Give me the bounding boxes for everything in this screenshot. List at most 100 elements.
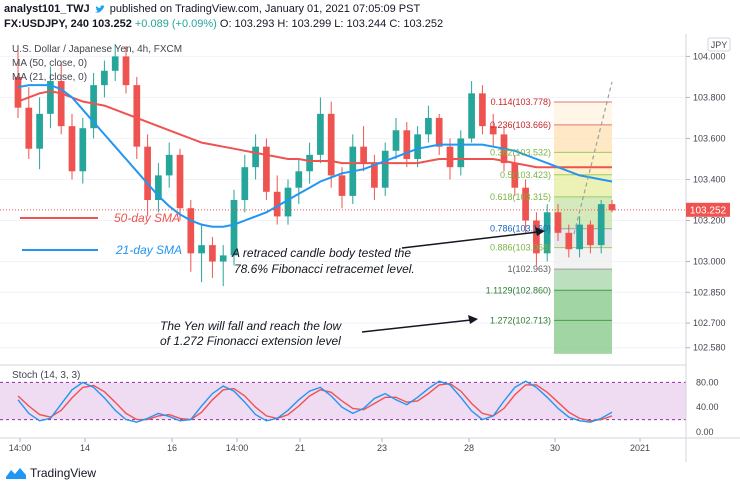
twitter-icon[interactable] <box>94 4 105 14</box>
candle-body <box>241 167 249 200</box>
candle-body <box>284 187 292 217</box>
candle-body <box>587 224 594 246</box>
published-text: published on TradingView.com, January 01… <box>109 3 421 15</box>
stoch-axis[interactable]: 80.00 40.00 0.00 <box>696 377 719 437</box>
price-axis-label: 104.000 <box>693 51 726 61</box>
stoch-axis-label: 0.00 <box>696 427 714 437</box>
chart-legend: U.S. Dollar / Japanese Yen, 4h, FXCM MA … <box>12 44 182 83</box>
yen-arrow-head <box>468 315 478 324</box>
retrace-annotation: A retraced candle body tested the 78.6% … <box>231 227 545 276</box>
candle-body <box>597 204 605 246</box>
candle-body <box>317 113 324 155</box>
stoch-axis-label: 80.00 <box>696 377 719 387</box>
sma-annotations: 50-day SMA 21-day SMA <box>20 211 182 257</box>
candle-body <box>533 220 540 254</box>
candle-body <box>511 163 519 188</box>
candle-body <box>327 113 335 176</box>
candle-body <box>273 191 281 217</box>
candle-body <box>219 255 227 262</box>
stoch-label[interactable]: Stoch (14, 3, 3) <box>12 370 80 381</box>
retrace-text-line1: A retraced candle body tested the <box>231 246 411 260</box>
time-axis-label: 28 <box>464 443 474 453</box>
candle-body <box>565 232 573 250</box>
candle-body <box>111 56 119 71</box>
yen-text-line1: The Yen will fall and reach the low <box>160 319 343 333</box>
stoch-d-line <box>17 382 613 422</box>
last-price-tag-text: 103.252 <box>690 205 727 216</box>
symbol-label[interactable]: FX:USDJPY, 240 <box>4 18 89 30</box>
price-change: +0.089 (+0.09%) <box>134 18 217 30</box>
fib-level-label: 0.618(103.315) <box>490 192 551 202</box>
last-price-tag: 103.252 <box>686 202 730 217</box>
candle-body <box>608 204 616 211</box>
time-axis-label: 14:00 <box>226 443 249 453</box>
chart-canvas[interactable]: 0.114(103.778) 0.236(103.666) 0.382(103.53… <box>0 34 740 462</box>
legend-ma50[interactable]: MA (50, close, 0) <box>12 58 87 69</box>
tradingview-logo[interactable]: TradingView <box>6 464 96 482</box>
legend-ma21[interactable]: MA (21, close, 0) <box>12 72 87 83</box>
sma21-annotation: 21-day SMA <box>115 243 182 257</box>
sma50-annotation: 50-day SMA <box>114 211 180 225</box>
high-value: H: 103.299 <box>277 18 332 30</box>
candle-body <box>489 126 497 135</box>
candle-body <box>543 212 551 254</box>
fib-level-label: 0.886(103.068) <box>490 243 551 253</box>
candle-body <box>295 171 303 188</box>
chart-header: analyst101_TWJ published on TradingView.… <box>0 0 740 34</box>
last-price-tag-bg <box>686 202 730 217</box>
candle-body <box>101 70 108 86</box>
fib-level-label: 0.382(103.532) <box>490 147 551 157</box>
candle-body <box>25 107 33 149</box>
candle-body <box>122 56 130 86</box>
publish-line: analyst101_TWJ published on TradingView.… <box>4 3 420 15</box>
candle-body <box>79 128 87 172</box>
price-axis-label: 103.000 <box>693 257 726 267</box>
fib-band <box>554 269 612 291</box>
candle-body <box>381 150 389 188</box>
fib-band <box>554 101 612 125</box>
time-axis-label: 21 <box>295 443 305 453</box>
candle-body <box>392 130 400 151</box>
candle-body <box>435 117 443 147</box>
candle-body <box>371 163 378 188</box>
close-value: C: 103.252 <box>389 18 444 30</box>
currency-label: JPY <box>711 40 728 50</box>
fib-band <box>554 290 612 321</box>
fib-level-label: 0.236(103.666) <box>490 120 551 130</box>
candle-body <box>457 138 465 168</box>
price-axis-label: 102.850 <box>693 287 726 297</box>
candle-body <box>576 224 583 250</box>
author-name[interactable]: analyst101_TWJ <box>4 3 90 15</box>
fib-band <box>554 320 612 354</box>
candle-body <box>554 212 562 233</box>
stoch-axis-label: 40.00 <box>696 402 719 412</box>
yen-arrow-line <box>361 319 472 333</box>
candle-body <box>155 175 162 200</box>
candle-body <box>468 93 475 139</box>
tradingview-logo-icon <box>6 468 26 479</box>
yen-annotation: The Yen will fall and reach the low of 1… <box>160 315 478 348</box>
stoch-k-line <box>17 380 613 423</box>
time-axis-label: 23 <box>377 443 387 453</box>
price-axis-label: 103.400 <box>693 174 726 184</box>
candlestick-series <box>14 44 616 287</box>
fib-level-label: 1.272(102.713) <box>490 315 551 325</box>
candle-body <box>209 245 216 262</box>
open-value: O: 103.293 <box>219 18 275 30</box>
candle-body <box>165 154 173 176</box>
fibonacci-labels: 0.114(103.778) 0.236(103.666) 0.382(103.53… <box>486 97 551 325</box>
candle-body <box>57 81 65 127</box>
legend-title: U.S. Dollar / Japanese Yen, 4h, FXCM <box>12 44 182 55</box>
time-axis-label: 14 <box>80 443 90 453</box>
time-axis[interactable]: 14:00 14 16 14:00 21 23 28 30 2021 <box>9 438 650 453</box>
currency-badge[interactable] <box>707 37 731 52</box>
candle-body <box>306 154 313 172</box>
projection-dashed-line <box>573 81 613 235</box>
candle-body <box>68 126 76 172</box>
retrace-arrow-head <box>535 227 545 236</box>
price-axis-label: 103.800 <box>693 92 726 102</box>
price-axis[interactable]: 104.000 103.800 103.600 103.400 103.200 103.0… <box>686 51 726 353</box>
time-axis-label: 30 <box>550 443 560 453</box>
fib-level-label: 0.5(103.423) <box>500 170 551 180</box>
candle-body <box>403 130 411 159</box>
